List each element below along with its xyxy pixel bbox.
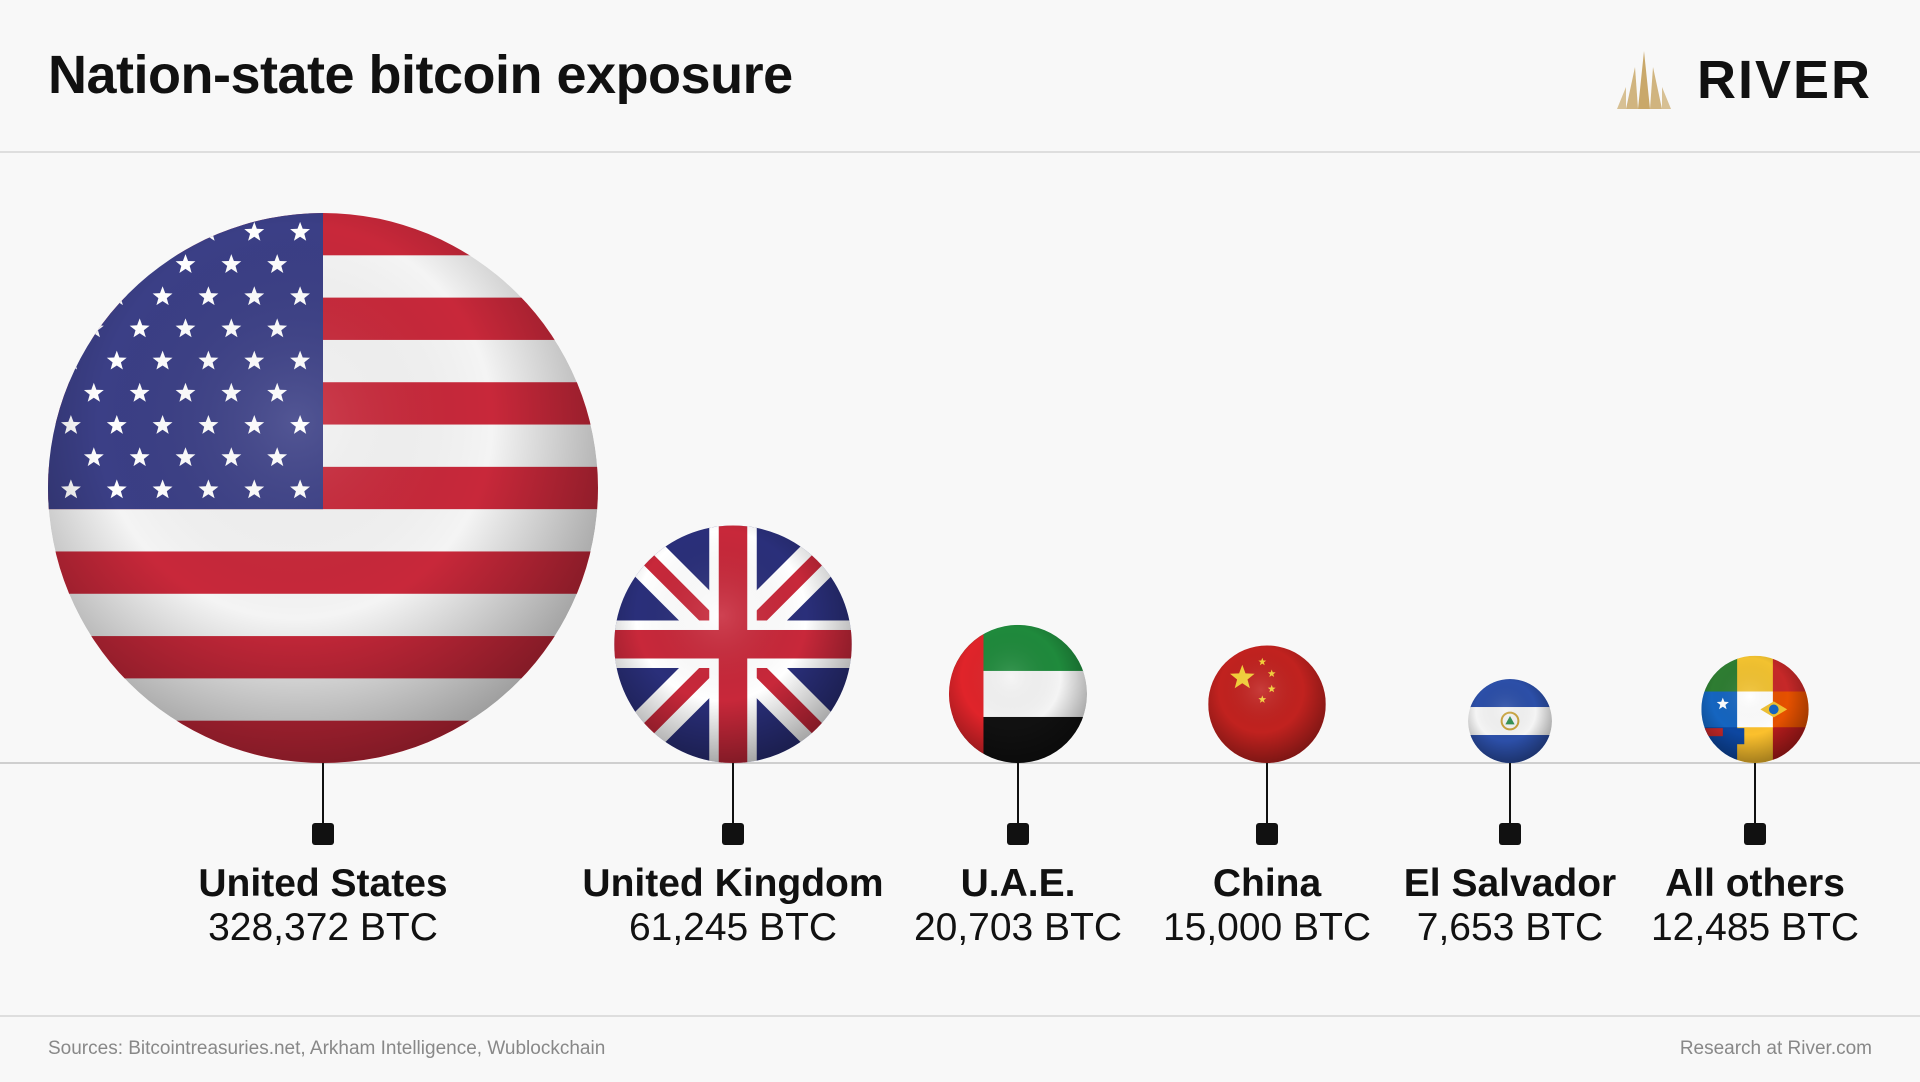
category-label: El Salvador xyxy=(1403,862,1617,905)
value-label: 7,653 BTC xyxy=(1416,906,1604,949)
page-title: Nation-state bitcoin exposure xyxy=(48,45,793,105)
value-label: 61,245 BTC xyxy=(628,906,838,949)
data-label-uk: United Kingdom 61,245 BTC xyxy=(573,862,893,950)
bubble-mixed-flags-globe xyxy=(1701,655,1809,763)
brand-name: RIVER xyxy=(1696,50,1872,110)
value-label: 15,000 BTC xyxy=(1162,906,1372,949)
connector-marker xyxy=(1256,823,1278,845)
value-label: 20,703 BTC xyxy=(913,906,1123,949)
footer: Sources: Bitcointreasuries.net, Arkham I… xyxy=(0,1015,1920,1082)
bubble-el-salvador-flag xyxy=(1468,679,1552,763)
connector-marker xyxy=(1007,823,1029,845)
category-label: United States xyxy=(198,862,448,905)
credit-text: Research at River.com xyxy=(1679,1038,1872,1059)
connector-marker xyxy=(722,823,744,845)
header: Nation-state bitcoin exposure RIVER xyxy=(0,0,1920,153)
bubble-uae-flag xyxy=(948,624,1088,763)
category-label: United Kingdom xyxy=(582,862,884,905)
connector-marker xyxy=(312,823,334,845)
value-label: 328,372 BTC xyxy=(208,906,438,949)
category-label: U.A.E. xyxy=(960,862,1076,905)
data-label-mixeds: All others 12,485 BTC xyxy=(1595,862,1915,950)
value-label: 12,485 BTC xyxy=(1650,906,1860,949)
category-label: All others xyxy=(1665,862,1845,905)
river-mountain-logo-icon xyxy=(1616,51,1671,109)
data-label-china: China 15,000 BTC xyxy=(1107,862,1427,950)
connector-marker xyxy=(1499,823,1521,845)
brand-logo: RIVER xyxy=(1613,48,1872,112)
bubble-uk-flag xyxy=(614,525,852,763)
data-label-uae: U.A.E. 20,703 BTC xyxy=(858,862,1178,950)
sources-text: Sources: Bitcointreasuries.net, Arkham I… xyxy=(48,1038,606,1059)
bubble-china-flag xyxy=(1208,645,1326,764)
data-label-us: United States 328,372 BTC xyxy=(163,862,483,950)
data-label-el-salvador: El Salvador 7,653 BTC xyxy=(1350,862,1670,950)
category-label: China xyxy=(1212,862,1322,905)
bubble-us-flag xyxy=(48,213,598,763)
connector-marker xyxy=(1744,823,1766,845)
